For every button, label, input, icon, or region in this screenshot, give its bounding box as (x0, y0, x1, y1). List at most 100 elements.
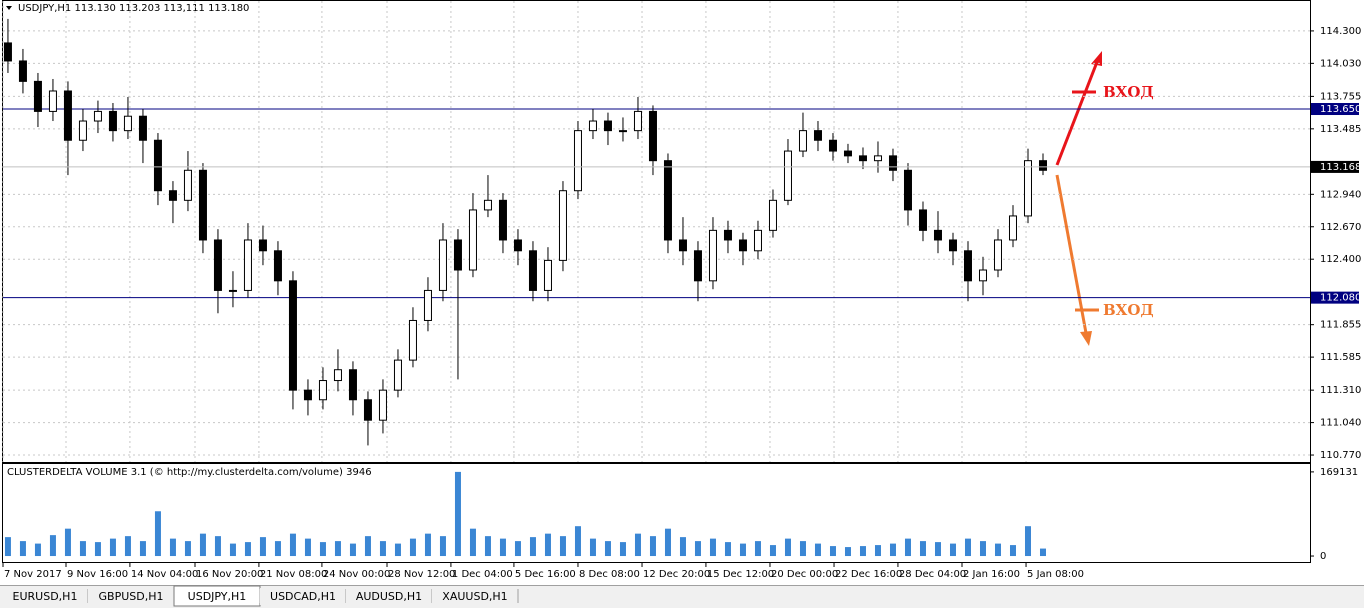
volume-bar (979, 541, 986, 557)
x-tick-label: 20 Dec 00:00 (771, 569, 838, 580)
down-arrow (1055, 174, 1088, 334)
volume-bar (889, 543, 896, 557)
volume-bar (64, 528, 71, 557)
x-tick-label: 15 Dec 12:00 (707, 569, 774, 580)
candle-body (18, 60, 27, 82)
tab-label[interactable]: GBPUSD,H1 (99, 590, 164, 603)
up-arrowhead (1091, 51, 1102, 66)
x-tick-label: 16 Nov 20:00 (196, 569, 263, 580)
volume-bar (94, 542, 101, 557)
candle-body (1008, 215, 1017, 241)
y-tick-label: 111.855 (1320, 320, 1361, 331)
candle-body (708, 229, 717, 282)
volume-bar (214, 536, 221, 557)
candle-body (948, 239, 957, 252)
volume-bar (739, 543, 746, 557)
candle-body (513, 239, 522, 252)
x-tick-label: 21 Nov 08:00 (260, 569, 327, 580)
y-tick-label: 169131 (1320, 467, 1358, 478)
volume-bar (574, 526, 581, 557)
candle-body (1038, 160, 1047, 171)
tab-label[interactable]: XAUUSD,H1 (442, 590, 507, 603)
current-price-box (1311, 160, 1359, 173)
candle-body (333, 369, 342, 382)
candle-body (213, 239, 222, 291)
tab-label[interactable]: USDJPY,H1 (188, 590, 247, 603)
down-arrowhead (1080, 331, 1092, 346)
volume-bar (394, 543, 401, 557)
candle-body (408, 319, 417, 361)
up-arrow (1055, 61, 1099, 166)
candle-body (633, 110, 642, 132)
candle-body (483, 199, 492, 211)
volume-bar (199, 533, 206, 557)
candle-body (753, 229, 762, 252)
symbol-info: USDJPY,H1 113.130 113.203 113,111 113.18… (18, 3, 249, 14)
candle-body (3, 42, 12, 62)
menu-arrow[interactable] (6, 6, 12, 10)
volume-bar (184, 541, 191, 557)
x-tick-label: 8 Dec 08:00 (579, 569, 640, 580)
volume-bar (79, 541, 86, 557)
candle-body (168, 190, 177, 201)
volume-bar (904, 538, 911, 557)
candle-body (918, 209, 927, 231)
volume-bar (19, 541, 26, 557)
volume-bar (589, 538, 596, 557)
candle-body (873, 155, 882, 162)
volume-bar (499, 538, 506, 557)
y-tick-label: 113.485 (1320, 124, 1361, 135)
tab[interactable] (260, 588, 346, 605)
volume-bar (649, 536, 656, 557)
volume-bar (274, 541, 281, 557)
candle-body (678, 239, 687, 252)
candle-body (798, 130, 807, 152)
tab-label[interactable]: AUDUSD,H1 (356, 590, 422, 603)
level-label: 113.650 (1320, 104, 1361, 115)
volume-bar (259, 537, 266, 557)
tab[interactable] (88, 588, 174, 605)
candle-body (573, 130, 582, 192)
candle-body (978, 269, 987, 282)
candle-body (48, 90, 57, 112)
volume-bar (799, 541, 806, 557)
volume-bar (829, 546, 836, 557)
tab[interactable] (346, 588, 432, 605)
candle-body (93, 110, 102, 122)
volume-bar (994, 543, 1001, 557)
volume-bar (424, 533, 431, 557)
candle-body (363, 399, 372, 421)
candle-body (198, 169, 207, 241)
y-tick-label: 114.300 (1320, 26, 1361, 37)
volume-bar (919, 541, 926, 557)
volume-bar (1009, 545, 1016, 557)
candle-body (993, 239, 1002, 271)
y-tick-label: 110.770 (1320, 450, 1361, 461)
volume-bar (409, 538, 416, 557)
candle-body (243, 239, 252, 291)
volume-bar (34, 543, 41, 557)
candle-body (933, 229, 942, 241)
tab[interactable] (432, 588, 518, 605)
tab-label[interactable]: EURUSD,H1 (13, 590, 78, 603)
x-tick-label: 2 Jan 16:00 (963, 569, 1020, 580)
candle-body (33, 80, 42, 112)
y-tick-label: 0 (1320, 551, 1326, 562)
volume-bar (454, 471, 461, 557)
y-tick-label: 112.670 (1320, 222, 1361, 233)
candle-body (123, 115, 132, 132)
candle-body (858, 155, 867, 162)
volume-bar (364, 536, 371, 557)
candle-body (558, 190, 567, 261)
x-tick-label: 28 Nov 12:00 (388, 569, 455, 580)
candle-body (888, 155, 897, 171)
tab-label[interactable]: USDCAD,H1 (270, 590, 336, 603)
candle-body (108, 110, 117, 132)
volume-bar (124, 536, 131, 557)
candle-body (783, 150, 792, 201)
y-tick-label: 113.755 (1320, 91, 1361, 102)
tab[interactable] (2, 588, 88, 605)
volume-bar (964, 538, 971, 557)
candle-body (693, 250, 702, 282)
volume-bar (604, 541, 611, 557)
